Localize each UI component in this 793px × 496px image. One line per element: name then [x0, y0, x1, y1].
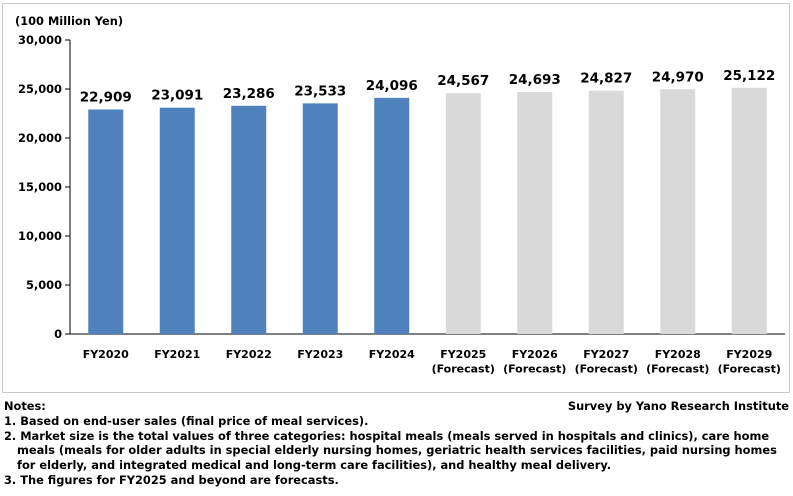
bar-value-label: 23,286	[223, 86, 275, 102]
x-tick-label: (Forecast)	[575, 363, 638, 376]
source-credit: Survey by Yano Research Institute	[567, 399, 789, 413]
chart-frame: (100 Million Yen) 0 5,000 10,000 15,000 20,00…	[2, 3, 790, 393]
x-tick-label: FY2025	[440, 348, 486, 361]
x-tick-label: FY2028	[655, 348, 701, 361]
bar-value-label: 24,827	[580, 71, 632, 87]
note-2: 2. Market size is the total values of th…	[4, 428, 770, 443]
y-tick-label: 20,000	[18, 131, 62, 145]
bar	[231, 105, 267, 334]
x-tick-label: FY2020	[83, 348, 129, 361]
notes-heading: Notes:	[4, 399, 46, 413]
x-tick-label: (Forecast)	[718, 363, 781, 376]
notes-section: Notes: 1. Based on end-user sales (final…	[4, 399, 790, 488]
bar	[445, 93, 481, 334]
y-tick-label: 0	[54, 327, 62, 341]
x-tick-label: (Forecast)	[646, 363, 709, 376]
bar-chart: (100 Million Yen) 0 5,000 10,000 15,000 20,00…	[15, 14, 785, 376]
x-tick-label: (Forecast)	[432, 363, 495, 376]
x-tick-label: FY2027	[583, 348, 629, 361]
bar-value-label: 23,091	[151, 88, 203, 104]
bar-value-label: 24,693	[509, 72, 561, 88]
note-3: 3. The figures for FY2025 and beyond are…	[4, 472, 339, 487]
y-tick-label: 5,000	[26, 278, 62, 292]
bar	[588, 90, 624, 334]
x-tick-label: FY2023	[297, 348, 343, 361]
bar	[302, 103, 338, 334]
y-tick-label: 10,000	[18, 229, 62, 243]
x-tick-label: FY2022	[226, 348, 272, 361]
x-tick-label: FY2026	[512, 348, 558, 361]
y-axis-unit-label: (100 Million Yen)	[15, 14, 123, 28]
bar	[731, 87, 767, 334]
bar-value-label: 23,533	[294, 83, 346, 99]
y-tick-label: 15,000	[18, 180, 62, 194]
y-tick-label: 30,000	[18, 33, 62, 47]
x-tick-label: FY2024	[369, 348, 415, 361]
bar	[159, 107, 195, 335]
bar	[517, 92, 553, 334]
bar-value-label: 25,122	[723, 68, 775, 84]
y-tick-label: 25,000	[18, 82, 62, 96]
bar-value-label: 22,909	[80, 89, 132, 105]
bar-value-label: 24,567	[437, 73, 489, 89]
note-2-continued-2: for elderly, and integrated medical and …	[17, 458, 612, 473]
bar	[374, 97, 410, 335]
x-tick-label: (Forecast)	[503, 363, 566, 376]
bar-value-label: 24,096	[366, 78, 418, 94]
bar-value-label: 24,970	[652, 69, 704, 85]
bar	[660, 89, 696, 334]
x-tick-label: FY2021	[154, 348, 200, 361]
note-1: 1. Based on end-user sales (final price …	[4, 413, 369, 428]
bar	[88, 109, 124, 335]
x-tick-label: FY2029	[726, 348, 772, 361]
note-2-continued: meals (meals for older adults in special…	[17, 443, 777, 458]
